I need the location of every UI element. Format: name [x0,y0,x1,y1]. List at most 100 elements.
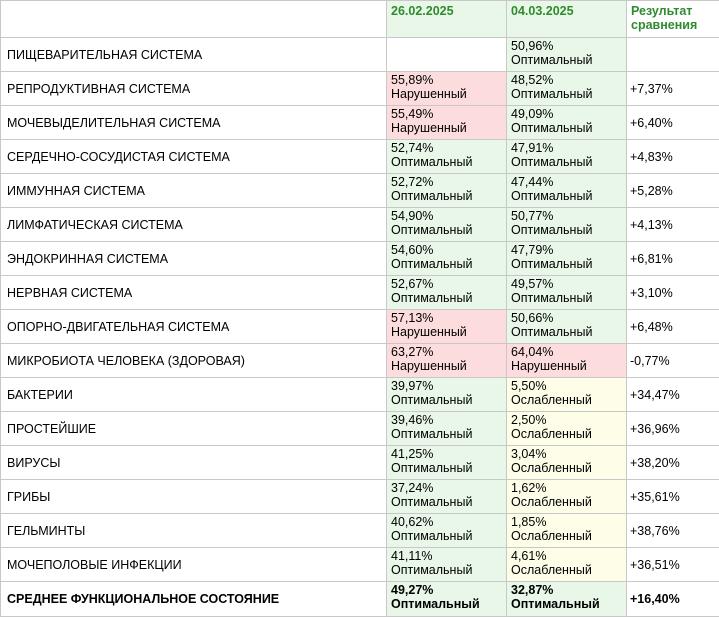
state-label: Оптимальный [391,461,502,475]
value-cell-date-1: 39,46%Оптимальный [387,412,507,446]
table-row: МИКРОБИОТА ЧЕЛОВЕКА (ЗДОРОВАЯ)63,27%Нару… [1,344,719,378]
percent-value: 41,11% [391,549,502,563]
percent-value: 49,09% [511,107,622,121]
percent-value: 50,96% [511,39,622,53]
value-cell-date-1: 41,25%Оптимальный [387,446,507,480]
result-diff: +3,10% [627,276,719,310]
value-cell-date-2: 50,96%Оптимальный [507,38,627,72]
system-name: СРЕДНЕЕ ФУНКЦИОНАЛЬНОЕ СОСТОЯНИЕ [1,582,387,617]
state-label: Оптимальный [391,223,502,237]
header-date-2: 04.03.2025 [507,1,627,38]
value-cell-date-2: 50,77%Оптимальный [507,208,627,242]
value-cell-date-1: 54,60%Оптимальный [387,242,507,276]
value-cell-date-1: 57,13%Нарушенный [387,310,507,344]
state-label: Нарушенный [391,325,502,339]
result-diff: +38,20% [627,446,719,480]
value-cell-date-1: 49,27%Оптимальный [387,582,507,617]
state-label: Нарушенный [391,87,502,101]
state-label: Нарушенный [511,359,622,373]
value-cell-date-1: 54,90%Оптимальный [387,208,507,242]
value-cell-date-2: 48,52%Оптимальный [507,72,627,106]
header-result: Результат сравнения [627,1,719,38]
percent-value: 54,90% [391,209,502,223]
system-name: ГЕЛЬМИНТЫ [1,514,387,548]
state-label: Нарушенный [391,121,502,135]
result-diff: +7,37% [627,72,719,106]
value-cell-date-1: 39,97%Оптимальный [387,378,507,412]
percent-value: 5,50% [511,379,622,393]
value-cell-date-2: 49,09%Оптимальный [507,106,627,140]
state-label: Оптимальный [391,597,502,611]
state-label: Нарушенный [391,359,502,373]
state-label: Оптимальный [511,155,622,169]
state-label: Ослабленный [511,563,622,577]
state-label: Ослабленный [511,461,622,475]
percent-value: 52,74% [391,141,502,155]
system-name: СЕРДЕЧНО-СОСУДИСТАЯ СИСТЕМА [1,140,387,174]
system-name: ИММУННАЯ СИСТЕМА [1,174,387,208]
state-label: Оптимальный [391,529,502,543]
percent-value: 1,85% [511,515,622,529]
percent-value: 64,04% [511,345,622,359]
value-cell-date-1: 55,49%Нарушенный [387,106,507,140]
percent-value: 39,97% [391,379,502,393]
system-name: НЕРВНАЯ СИСТЕМА [1,276,387,310]
percent-value: 1,62% [511,481,622,495]
percent-value: 50,66% [511,311,622,325]
percent-value: 4,61% [511,549,622,563]
percent-value: 47,79% [511,243,622,257]
value-cell-date-2: 50,66%Оптимальный [507,310,627,344]
percent-value: 57,13% [391,311,502,325]
system-name: МИКРОБИОТА ЧЕЛОВЕКА (ЗДОРОВАЯ) [1,344,387,378]
system-name: МОЧЕПОЛОВЫЕ ИНФЕКЦИИ [1,548,387,582]
value-cell-date-2: 1,62%Ослабленный [507,480,627,514]
value-cell-date-2: 4,61%Ослабленный [507,548,627,582]
result-diff: +6,81% [627,242,719,276]
system-name: ГРИБЫ [1,480,387,514]
value-cell-date-2: 47,91%Оптимальный [507,140,627,174]
state-label: Оптимальный [391,257,502,271]
state-label: Ослабленный [511,393,622,407]
state-label: Оптимальный [511,223,622,237]
system-name: ОПОРНО-ДВИГАТЕЛЬНАЯ СИСТЕМА [1,310,387,344]
result-diff: +6,48% [627,310,719,344]
percent-value: 47,91% [511,141,622,155]
percent-value: 63,27% [391,345,502,359]
state-label: Оптимальный [391,427,502,441]
percent-value: 55,89% [391,73,502,87]
state-label: Оптимальный [391,393,502,407]
value-cell-date-2: 49,57%Оптимальный [507,276,627,310]
value-cell-date-1: 52,72%Оптимальный [387,174,507,208]
percent-value: 48,52% [511,73,622,87]
value-cell-date-1: 37,24%Оптимальный [387,480,507,514]
system-name: ПРОСТЕЙШИЕ [1,412,387,446]
system-name: ЛИМФАТИЧЕСКАЯ СИСТЕМА [1,208,387,242]
system-name: РЕПРОДУКТИВНАЯ СИСТЕМА [1,72,387,106]
state-label: Оптимальный [511,121,622,135]
value-cell-date-2: 3,04%Ослабленный [507,446,627,480]
value-cell-date-1: 40,62%Оптимальный [387,514,507,548]
percent-value: 40,62% [391,515,502,529]
state-label: Оптимальный [391,155,502,169]
state-label: Ослабленный [511,495,622,509]
value-cell-date-1: 52,74%Оптимальный [387,140,507,174]
state-label: Оптимальный [511,597,622,611]
result-diff: +36,51% [627,548,719,582]
state-label: Оптимальный [391,189,502,203]
value-cell-date-2: 47,79%Оптимальный [507,242,627,276]
state-label: Оптимальный [511,257,622,271]
result-diff: +5,28% [627,174,719,208]
state-label: Оптимальный [391,563,502,577]
